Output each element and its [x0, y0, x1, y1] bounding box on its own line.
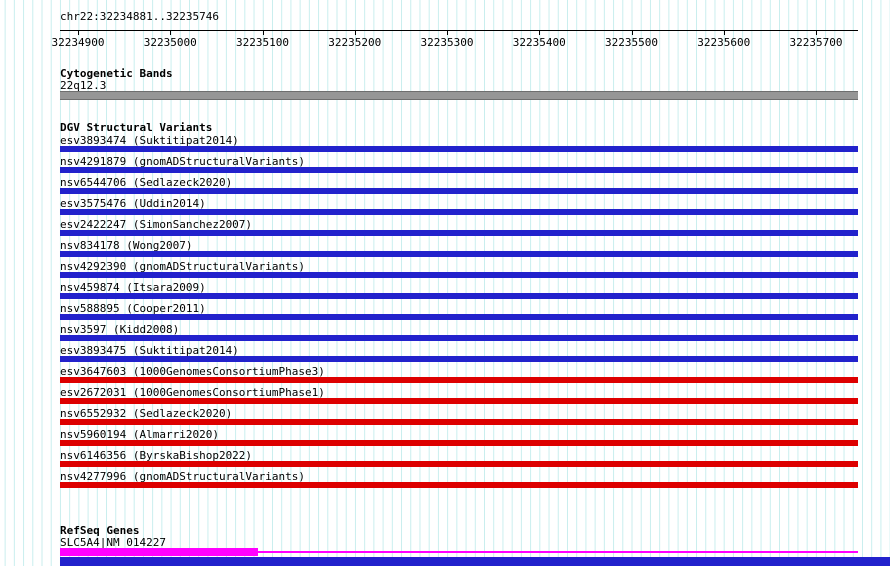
variant-bar[interactable] — [60, 209, 858, 215]
ruler-tick-mark — [354, 31, 356, 35]
ruler-tick-label: 32235300 — [420, 36, 474, 49]
variant-label: esv2422247 (SimonSanchez2007) — [60, 218, 253, 231]
cytoband-bar[interactable] — [60, 91, 858, 100]
ruler-tick-mark — [539, 31, 541, 35]
variant-label: esv3893474 (Suktitipat2014) — [60, 134, 239, 147]
variant-label: nsv588895 (Cooper2011) — [60, 302, 206, 315]
variant-bar[interactable] — [60, 377, 858, 383]
ruler-tick-mark — [723, 31, 725, 35]
section-title-cytogenetic-bands: Cytogenetic Bands — [60, 67, 173, 80]
ruler-tick-label: 32235100 — [236, 36, 289, 49]
ruler-tick-mark — [631, 31, 633, 35]
variant-bar[interactable] — [60, 230, 858, 236]
variant-bar[interactable] — [60, 398, 858, 404]
next-gene-bar[interactable] — [60, 557, 890, 566]
ruler-tick-label: 32235700 — [789, 36, 843, 49]
ruler-tick-label: 32234900 — [51, 36, 105, 49]
ruler-tick-mark — [170, 31, 172, 35]
variant-bar[interactable] — [60, 188, 858, 194]
variant-label: esv3575476 (Uddin2014) — [60, 197, 206, 210]
variant-label: nsv4291879 (gnomADStructuralVariants) — [60, 155, 306, 168]
variant-label: nsv4277996 (gnomADStructuralVariants) — [60, 470, 306, 483]
variant-bar[interactable] — [60, 461, 858, 467]
ruler-tick-mark — [447, 31, 448, 35]
variant-label: esv3647603 (1000GenomesConsortiumPhase3) — [60, 365, 325, 378]
section-title-refseq-genes: RefSeq Genes — [60, 524, 140, 537]
refseq-gene-label: SLC5A4|NM_014227 — [60, 536, 166, 549]
variant-label: nsv6146356 (ByrskaBishop2022) — [60, 449, 253, 462]
cytoband-label: 22q12.3 — [60, 79, 107, 92]
variant-label: nsv6544706 (Sedlazeck2020) — [60, 176, 233, 189]
ruler-tick-label: 32235600 — [697, 36, 751, 49]
variant-bar[interactable] — [60, 167, 858, 173]
variant-bar[interactable] — [60, 146, 858, 152]
ruler-axis-line — [60, 30, 858, 31]
variant-label: nsv459874 (Itsara2009) — [60, 281, 206, 294]
section-title-dgv-structural-variants: DGV Structural Variants — [60, 121, 213, 134]
variant-bar[interactable] — [60, 440, 858, 446]
variant-bar[interactable] — [60, 335, 858, 341]
variant-label: esv3893475 (Suktitipat2014) — [60, 344, 239, 357]
ruler-tick-label: 32235200 — [328, 36, 382, 49]
refseq-intron-line[interactable] — [258, 551, 858, 553]
refseq-exon-bar[interactable] — [60, 548, 258, 556]
ruler-tick-label: 32235000 — [143, 36, 197, 49]
variant-label: nsv5960194 (Almarri2020) — [60, 428, 219, 441]
variant-label: esv2672031 (1000GenomesConsortiumPhase1) — [60, 386, 325, 399]
variant-bar[interactable] — [60, 482, 858, 488]
variant-bar[interactable] — [60, 272, 858, 278]
variant-label: nsv834178 (Wong2007) — [60, 239, 193, 252]
variant-label: nsv6552932 (Sedlazeck2020) — [60, 407, 233, 420]
variant-bar[interactable] — [60, 356, 858, 362]
position-label: chr22:32234881..32235746 — [60, 10, 219, 23]
ruler-tick-mark — [262, 31, 264, 35]
ruler-tick-mark — [816, 31, 817, 35]
variant-label: nsv3597 (Kidd2008) — [60, 323, 180, 336]
variant-bar[interactable] — [60, 314, 858, 320]
ruler-tick-mark — [78, 31, 79, 35]
ruler-tick-label: 32235400 — [512, 36, 566, 49]
variant-bar[interactable] — [60, 419, 858, 425]
variant-label: nsv4292390 (gnomADStructuralVariants) — [60, 260, 306, 273]
variant-bar[interactable] — [60, 251, 858, 257]
variant-bar[interactable] — [60, 293, 858, 299]
ruler-tick-label: 32235500 — [605, 36, 658, 49]
